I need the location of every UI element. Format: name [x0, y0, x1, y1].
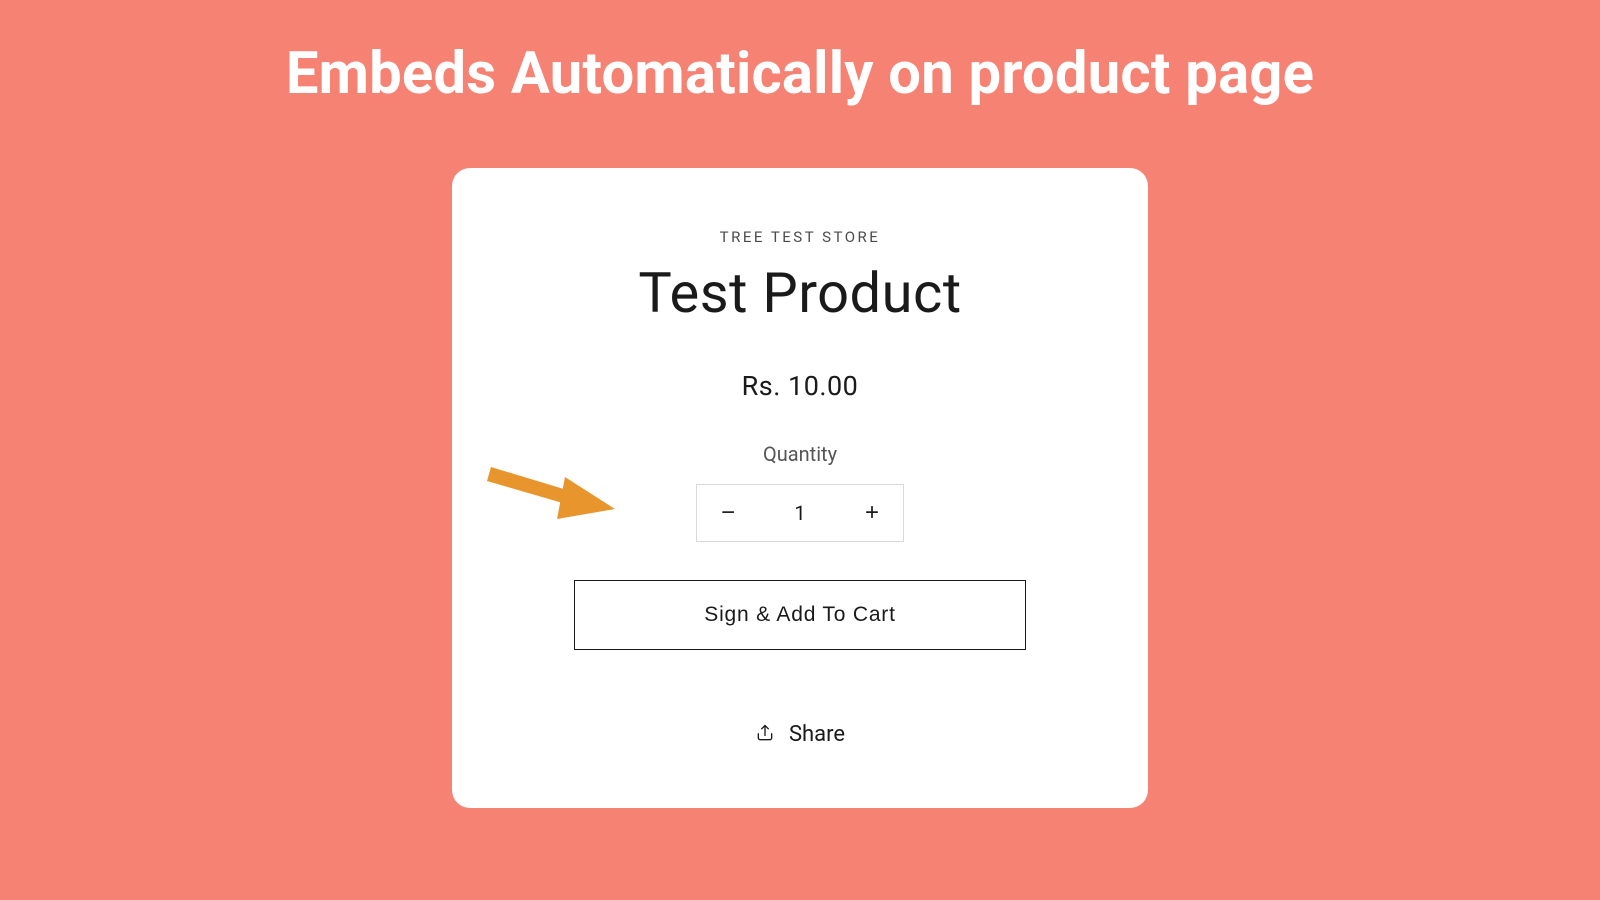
share-button[interactable]: Share [755, 722, 845, 747]
cta-label: Sign & Add To Cart [704, 603, 895, 627]
store-name: TREE TEST STORE [720, 228, 881, 246]
page-headline: Embeds Automatically on product page [286, 40, 1314, 108]
product-card: TREE TEST STORE Test Product Rs. 10.00 Q… [452, 168, 1148, 808]
share-icon [755, 723, 775, 747]
minus-icon: − [721, 499, 735, 527]
product-price: Rs. 10.00 [742, 370, 859, 402]
callout-arrow-icon [487, 457, 617, 527]
quantity-label: Quantity [763, 442, 837, 466]
sign-add-to-cart-button[interactable]: Sign & Add To Cart [574, 580, 1026, 650]
quantity-increase-button[interactable]: + [841, 485, 903, 541]
product-title: Test Product [638, 260, 961, 326]
quantity-value: 1 [759, 501, 841, 525]
quantity-decrease-button[interactable]: − [697, 485, 759, 541]
plus-icon: + [865, 499, 879, 527]
quantity-stepper: − 1 + [696, 484, 904, 542]
promo-stage: Embeds Automatically on product page TRE… [0, 0, 1600, 900]
share-label: Share [789, 722, 845, 747]
